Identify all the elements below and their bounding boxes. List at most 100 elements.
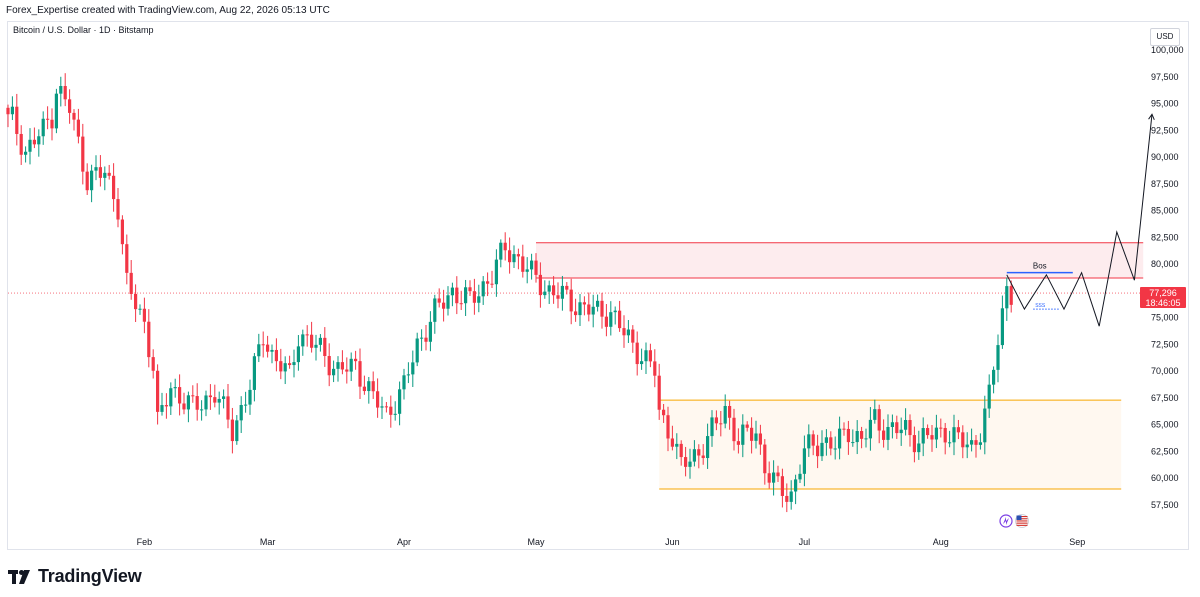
candle-body bbox=[85, 171, 89, 191]
candle bbox=[208, 384, 212, 410]
y-tick-label: 60,000 bbox=[1151, 473, 1179, 483]
candle-body bbox=[1005, 286, 1009, 309]
candle-body bbox=[754, 433, 758, 441]
currency-label[interactable]: USD bbox=[1150, 28, 1180, 46]
candle bbox=[547, 280, 551, 304]
candle-body bbox=[948, 442, 952, 444]
candle bbox=[657, 363, 661, 420]
candle bbox=[332, 360, 336, 383]
candle bbox=[776, 465, 780, 482]
candle-body bbox=[129, 272, 133, 294]
last-price: 77,296 bbox=[1149, 288, 1177, 298]
candle-body bbox=[653, 361, 657, 376]
candle-body bbox=[516, 254, 520, 257]
candle bbox=[490, 270, 494, 288]
candle bbox=[468, 280, 472, 296]
candle bbox=[358, 348, 362, 399]
candle-body bbox=[578, 302, 582, 316]
candle bbox=[477, 284, 481, 313]
candle-body bbox=[675, 443, 679, 447]
x-tick-label: Mar bbox=[260, 537, 276, 547]
candle bbox=[314, 334, 318, 361]
candle-body bbox=[802, 448, 806, 474]
candle-body bbox=[226, 396, 230, 420]
candle-body bbox=[134, 293, 138, 310]
candle-body bbox=[670, 438, 674, 447]
candle bbox=[728, 400, 732, 430]
candle bbox=[164, 393, 168, 419]
last-price-label: 77,296 18:46:05 bbox=[1140, 287, 1186, 308]
projection-path bbox=[1006, 114, 1153, 327]
candle-body bbox=[688, 461, 692, 467]
candle bbox=[965, 432, 969, 459]
candle bbox=[464, 279, 468, 317]
candle-body bbox=[19, 133, 23, 155]
candle-body bbox=[494, 259, 498, 285]
y-tick-label: 97,500 bbox=[1151, 72, 1179, 82]
flag-stripe bbox=[1016, 522, 1028, 524]
candle bbox=[442, 289, 446, 322]
candle bbox=[855, 420, 859, 455]
candle-body bbox=[213, 397, 217, 403]
candle bbox=[19, 125, 23, 165]
candle bbox=[486, 272, 490, 297]
candle bbox=[908, 414, 912, 447]
y-tick-label: 100,000 bbox=[1151, 45, 1184, 55]
candle-body bbox=[103, 172, 107, 178]
candle-body bbox=[930, 435, 934, 440]
candle-body bbox=[952, 427, 956, 443]
candle-body bbox=[706, 436, 710, 459]
candle-body bbox=[120, 219, 124, 245]
candle-body bbox=[767, 473, 771, 483]
candle-body bbox=[600, 300, 604, 317]
candle bbox=[296, 335, 300, 371]
candle-body bbox=[424, 337, 428, 342]
candle bbox=[961, 425, 965, 459]
candle bbox=[327, 343, 331, 387]
candle bbox=[406, 362, 410, 384]
candle bbox=[851, 429, 855, 447]
candle-body bbox=[499, 242, 503, 260]
candle-body bbox=[772, 472, 776, 483]
symbol-title[interactable]: Bitcoin / U.S. Dollar · 1D · Bitstamp bbox=[13, 25, 154, 35]
candle bbox=[895, 415, 899, 439]
candle-body bbox=[521, 256, 525, 272]
candle bbox=[81, 123, 85, 185]
candle bbox=[129, 260, 133, 300]
y-tick-label: 72,500 bbox=[1151, 339, 1179, 349]
candle-body bbox=[820, 442, 824, 457]
candle-body bbox=[46, 118, 50, 120]
candle-body bbox=[112, 175, 116, 200]
candle-body bbox=[926, 428, 930, 436]
candle bbox=[662, 403, 666, 423]
candle-body bbox=[538, 274, 542, 296]
candle-body bbox=[37, 136, 41, 145]
candle-body bbox=[217, 398, 221, 403]
candle-body bbox=[182, 403, 186, 410]
candle-body bbox=[626, 329, 630, 336]
candle-body bbox=[679, 443, 683, 458]
candle bbox=[613, 306, 617, 325]
candle-body bbox=[24, 151, 28, 155]
sss-label: SSS bbox=[1035, 303, 1046, 309]
y-tick-label: 75,000 bbox=[1151, 313, 1179, 323]
candle bbox=[838, 416, 842, 460]
candle bbox=[226, 384, 230, 429]
candle-body bbox=[248, 389, 252, 405]
candle-body bbox=[543, 291, 547, 296]
candle bbox=[890, 414, 894, 439]
candle-body bbox=[961, 432, 965, 448]
candle-body bbox=[257, 344, 261, 357]
candle bbox=[697, 444, 701, 469]
candle-body bbox=[732, 417, 736, 442]
chart-attribution: Forex_Expertise created with TradingView… bbox=[6, 5, 330, 16]
candle-body bbox=[90, 170, 94, 191]
candle-body bbox=[292, 362, 296, 366]
candle-body bbox=[81, 136, 85, 172]
candle bbox=[345, 357, 349, 384]
candle-body bbox=[59, 86, 63, 94]
candle-body bbox=[402, 375, 406, 390]
candle-body bbox=[886, 426, 890, 440]
candle-body bbox=[288, 363, 292, 366]
